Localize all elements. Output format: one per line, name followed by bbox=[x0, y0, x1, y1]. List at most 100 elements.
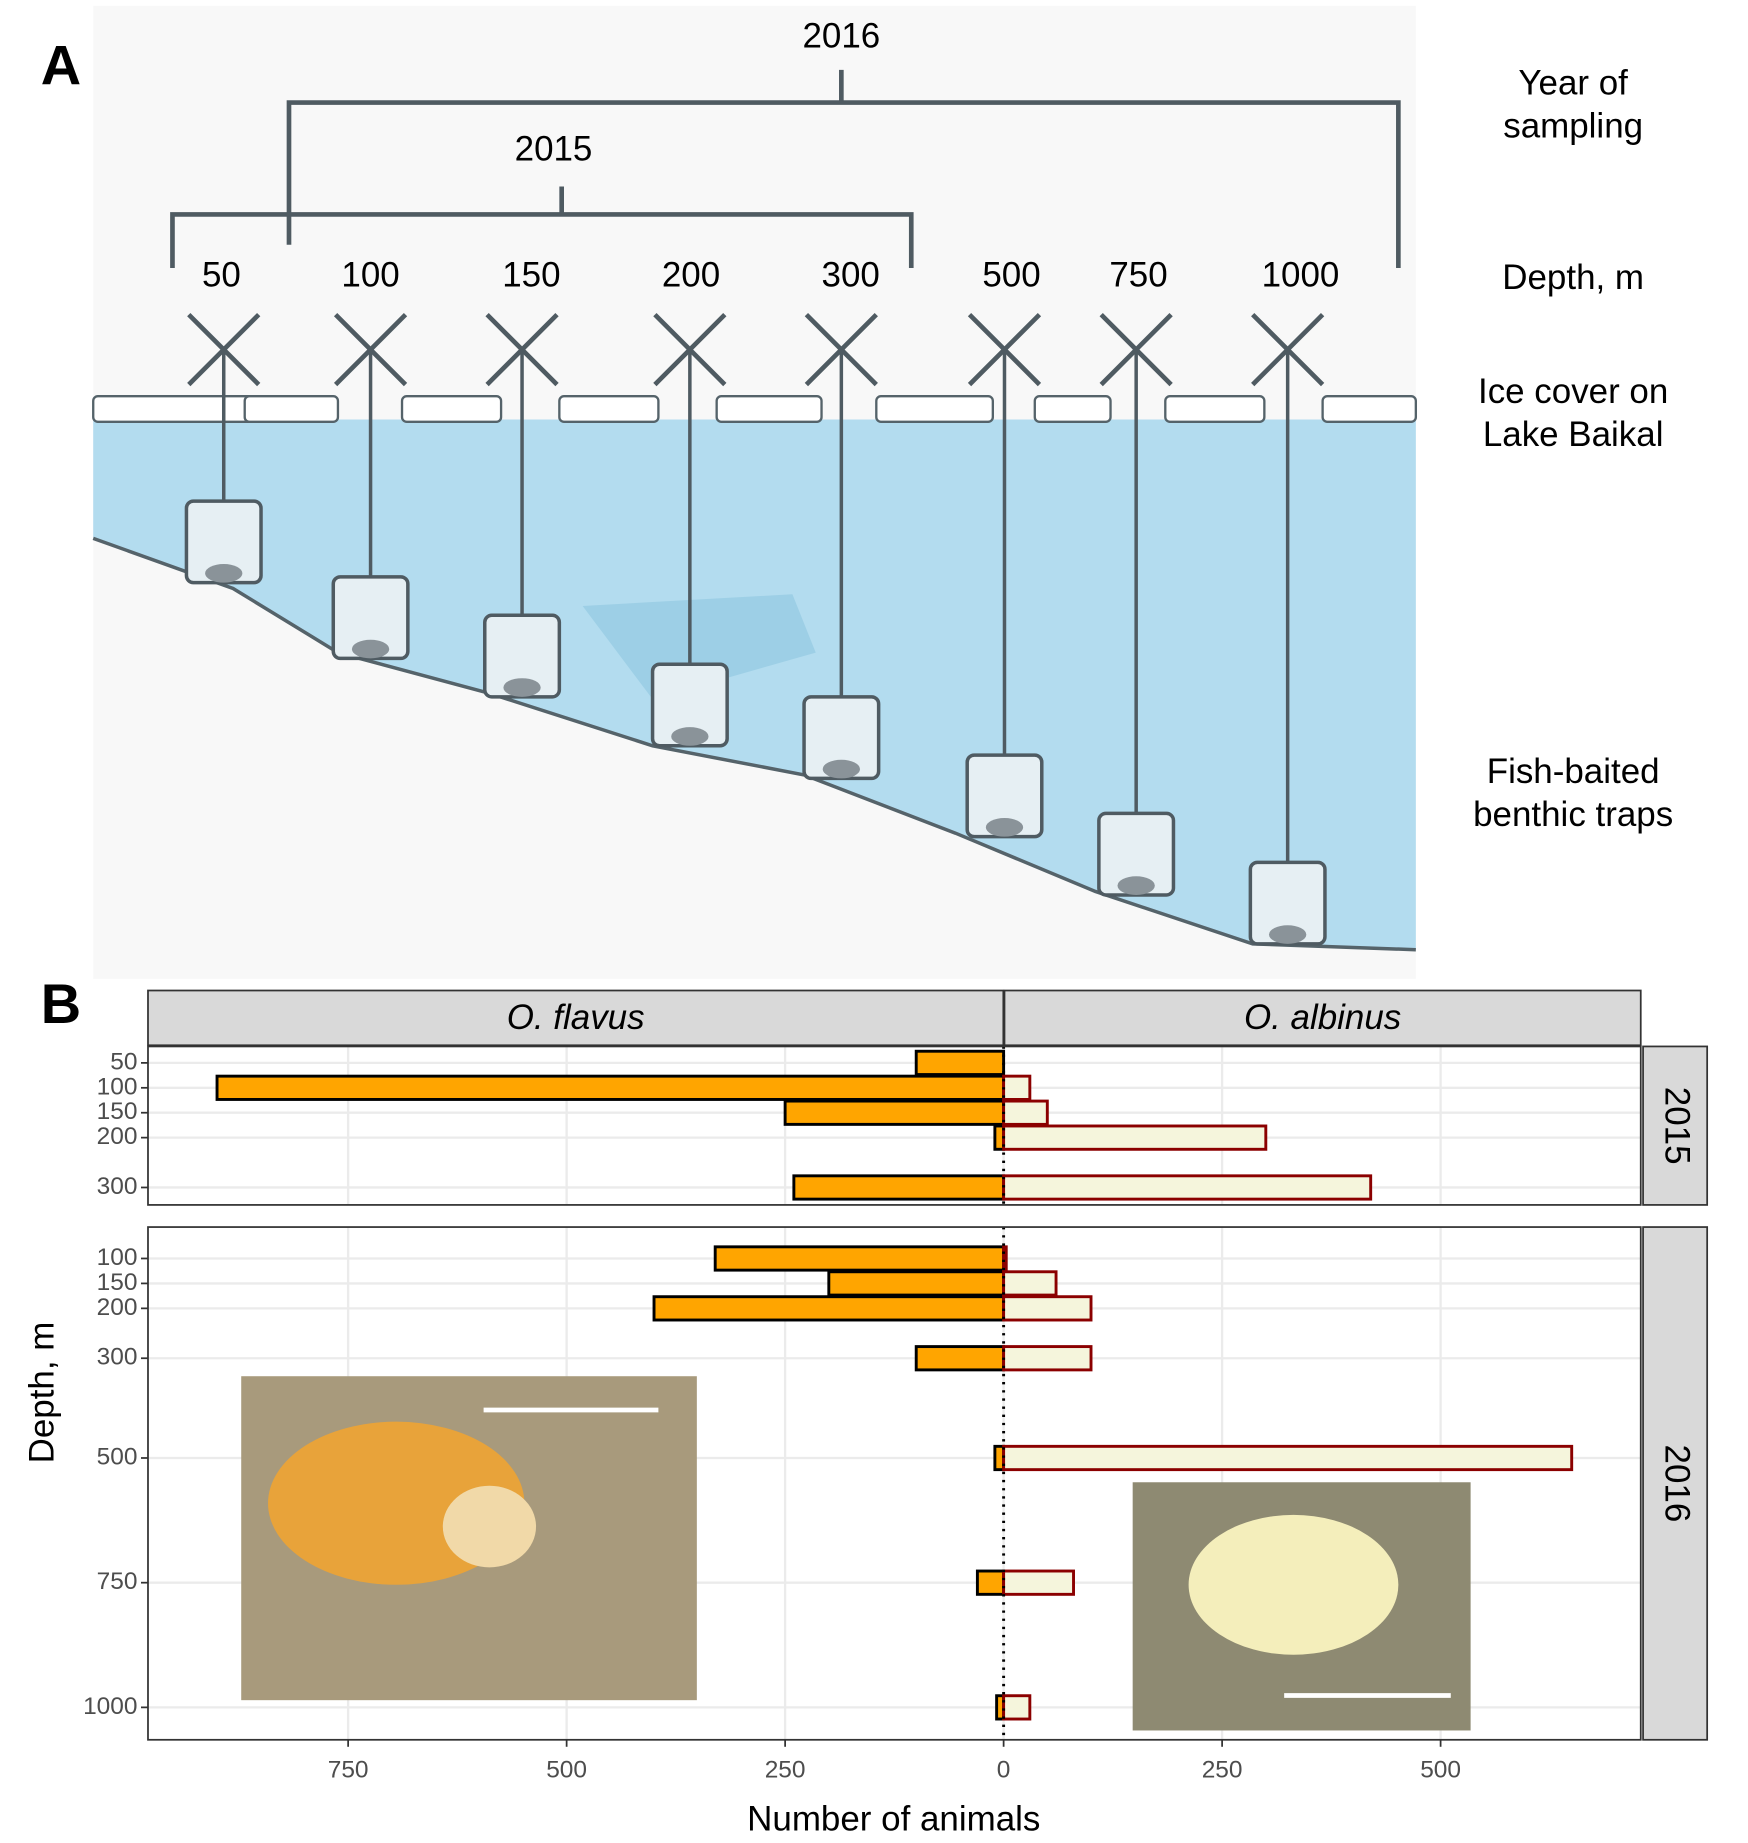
depth-label: 500 bbox=[982, 256, 1040, 295]
bar bbox=[1002, 1270, 1058, 1297]
bar bbox=[652, 1295, 1006, 1322]
bar bbox=[1002, 1694, 1032, 1721]
trap-bait bbox=[205, 564, 243, 583]
x-tick-label: 500 bbox=[546, 1757, 587, 1784]
trap bbox=[184, 499, 263, 585]
year-label: 2016 bbox=[802, 17, 880, 56]
x-axis-title: Number of animals bbox=[747, 1800, 1040, 1839]
x-tick-label: 750 bbox=[328, 1757, 369, 1784]
y-tick-label: 150 bbox=[97, 1098, 138, 1125]
ice-block bbox=[92, 395, 270, 424]
bar bbox=[975, 1569, 1006, 1596]
ice-block bbox=[715, 395, 823, 424]
depth-label: 150 bbox=[502, 256, 560, 295]
depth-label: 100 bbox=[341, 256, 399, 295]
facet-label: O. albinus bbox=[1244, 998, 1401, 1037]
bar bbox=[1002, 1569, 1075, 1596]
ice-block bbox=[1321, 395, 1418, 424]
y-tick-label: 100 bbox=[97, 1244, 138, 1271]
y-tick-label: 750 bbox=[97, 1568, 138, 1595]
side-label: Year of bbox=[1518, 63, 1628, 102]
bracket-2016 bbox=[286, 69, 1401, 269]
strip bbox=[1642, 1226, 1709, 1741]
ice-cover bbox=[92, 395, 1418, 424]
bar bbox=[713, 1245, 1006, 1272]
y-tick-label: 200 bbox=[97, 1294, 138, 1321]
strip bbox=[1003, 989, 1642, 1047]
x-tick-label: 500 bbox=[1420, 1757, 1461, 1784]
side-label: Ice cover on bbox=[1478, 372, 1668, 411]
y-tick-label: 1000 bbox=[83, 1693, 137, 1720]
strip bbox=[1642, 1045, 1709, 1206]
animal bbox=[1188, 1514, 1399, 1655]
bar bbox=[1002, 1174, 1373, 1201]
ice-block bbox=[558, 395, 660, 424]
x-tick-label: 0 bbox=[997, 1757, 1011, 1784]
bracket-2015 bbox=[170, 186, 914, 269]
y-tick-label: 500 bbox=[97, 1443, 138, 1470]
year-label: 2015 bbox=[515, 130, 593, 169]
bar bbox=[914, 1049, 1006, 1076]
side-label: benthic traps bbox=[1473, 795, 1673, 834]
bar bbox=[1002, 1345, 1093, 1372]
bar bbox=[914, 1345, 1006, 1372]
ice-block bbox=[875, 395, 995, 424]
ice-block bbox=[400, 395, 503, 424]
water-shade bbox=[582, 594, 816, 700]
x-tick-label: 250 bbox=[1202, 1757, 1243, 1784]
bar bbox=[1002, 1444, 1574, 1472]
lake-bottom bbox=[92, 536, 1416, 952]
bar bbox=[783, 1099, 1006, 1126]
bar bbox=[827, 1270, 1006, 1297]
bar bbox=[215, 1074, 1006, 1101]
bar bbox=[1002, 1124, 1268, 1151]
y-axis-title: Depth, m bbox=[23, 1322, 62, 1464]
depth-label: 1000 bbox=[1262, 256, 1340, 295]
bar bbox=[1002, 1099, 1049, 1126]
y-tick-label: 100 bbox=[97, 1073, 138, 1100]
lake-water bbox=[93, 419, 1416, 950]
side-label: Lake Baikal bbox=[1483, 415, 1664, 454]
y-tick-label: 50 bbox=[110, 1048, 137, 1075]
trap-bait bbox=[503, 678, 541, 697]
depth-label: 300 bbox=[822, 256, 880, 295]
panel-border bbox=[147, 1226, 1642, 1741]
trap-bait bbox=[671, 727, 709, 746]
trap-bait bbox=[1117, 876, 1155, 895]
trap-bait bbox=[351, 639, 390, 659]
panel-label: B bbox=[41, 972, 81, 1035]
y-tick-label: 300 bbox=[97, 1173, 138, 1200]
side-label: Fish-baited bbox=[1487, 752, 1660, 791]
facet-label: O. flavus bbox=[507, 998, 645, 1037]
ice-block bbox=[1164, 395, 1266, 424]
ice-block bbox=[1033, 395, 1112, 424]
bar bbox=[1002, 1295, 1093, 1322]
row-strip-label: 2016 bbox=[1657, 1445, 1696, 1523]
depth-label: 50 bbox=[202, 256, 241, 295]
x-tick-label: 250 bbox=[765, 1757, 806, 1784]
trap-bait bbox=[822, 759, 860, 779]
side-label: Depth, m bbox=[1502, 258, 1644, 297]
trap-bait bbox=[985, 818, 1024, 837]
bar bbox=[792, 1174, 1006, 1201]
bar bbox=[1002, 1245, 1008, 1272]
ice-block bbox=[243, 395, 340, 424]
row-strip-label: 2015 bbox=[1657, 1087, 1696, 1165]
depth-label: 750 bbox=[1109, 256, 1167, 295]
panel-border bbox=[147, 1045, 1642, 1206]
traps bbox=[184, 312, 1327, 946]
y-tick-label: 300 bbox=[97, 1344, 138, 1371]
panel-label: A bbox=[41, 34, 81, 97]
bar bbox=[1002, 1074, 1032, 1101]
depth-label: 200 bbox=[662, 256, 720, 295]
y-tick-label: 150 bbox=[97, 1269, 138, 1296]
trap-bait bbox=[1269, 925, 1307, 944]
animal-head bbox=[442, 1485, 537, 1568]
photo-flavus bbox=[241, 1376, 697, 1701]
photo-albinus bbox=[1132, 1482, 1471, 1731]
side-label: sampling bbox=[1503, 106, 1643, 145]
y-tick-label: 200 bbox=[97, 1123, 138, 1150]
strip bbox=[147, 989, 1005, 1047]
